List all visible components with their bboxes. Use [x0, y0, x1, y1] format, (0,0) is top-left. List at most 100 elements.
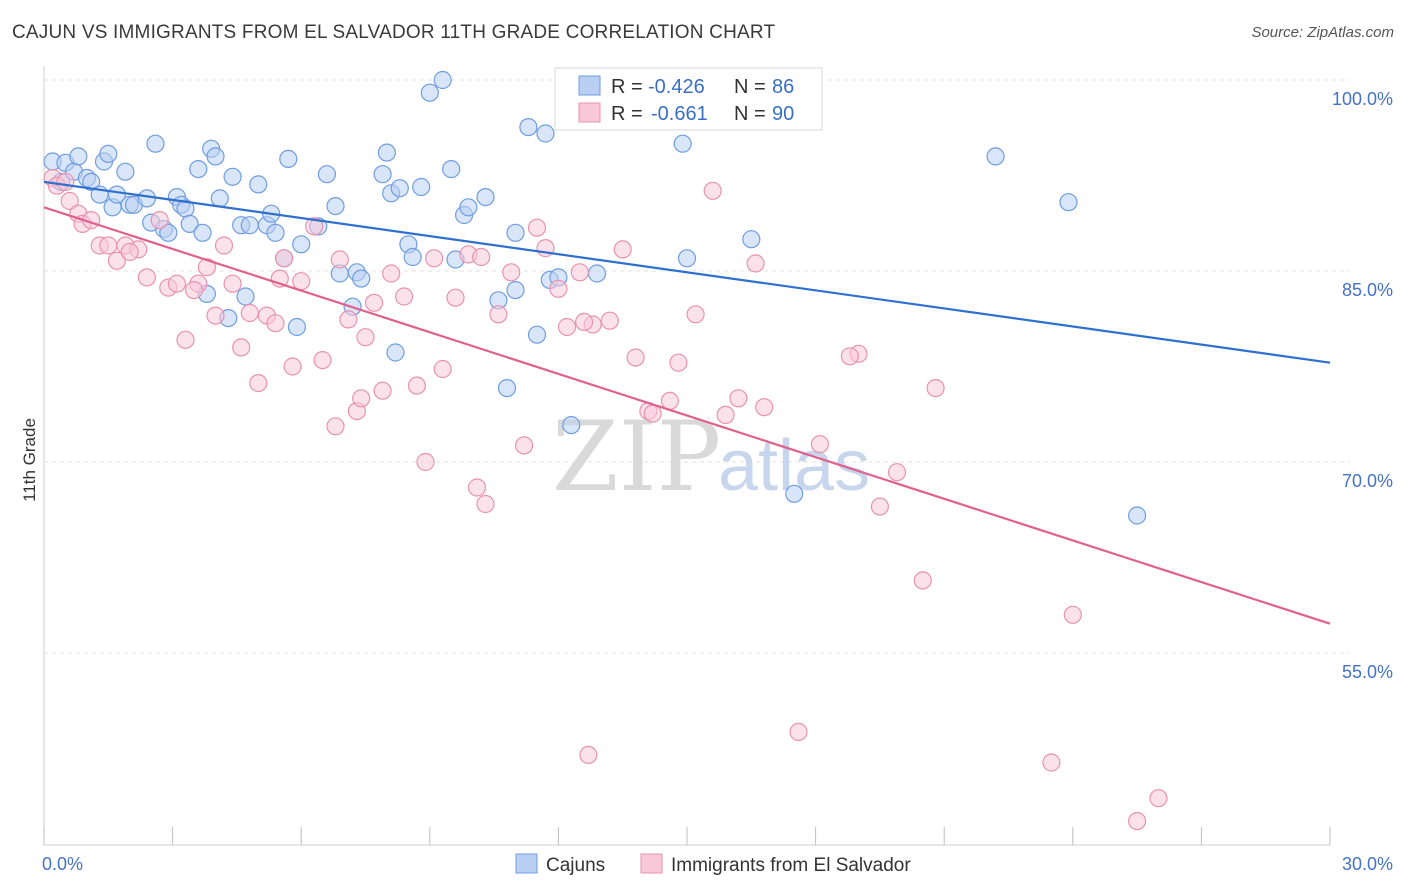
legend-r-label-2: R = [611, 103, 643, 125]
cajun-point [390, 179, 409, 198]
el-salvador-point [150, 211, 169, 230]
cajun-point [677, 249, 697, 268]
cajun-point [506, 223, 525, 242]
cajun-point [287, 317, 306, 337]
legend-n-label-2: N = [734, 103, 766, 125]
cajun-point [266, 223, 285, 242]
el-salvador-point [167, 274, 186, 293]
y-tick-label: 85.0% [1342, 280, 1393, 300]
el-salvador-point [686, 305, 705, 324]
el-salvador-point [1149, 789, 1168, 808]
el-salvador-point [184, 281, 204, 300]
el-salvador-point [223, 274, 242, 293]
cajun-point [536, 124, 555, 143]
cajun-point [587, 264, 607, 283]
el-salvador-trend-line [43, 206, 1331, 625]
el-salvador-point [643, 404, 662, 423]
el-salvador-point [926, 379, 945, 398]
el-salvador-point [283, 357, 302, 376]
cajun-point [373, 165, 392, 184]
el-salvador-point [613, 240, 632, 259]
legend-n-value-1: 86 [772, 76, 794, 98]
el-salvador-point [232, 338, 251, 357]
cajun-point [210, 189, 229, 208]
series-legend-swatch-el-salvador [640, 853, 663, 874]
cajun-point [206, 147, 225, 166]
el-salvador-point [373, 381, 392, 400]
el-salvador-point [176, 330, 195, 349]
cajun-point [412, 177, 431, 197]
cajun-point [326, 197, 345, 216]
el-salvador-point [326, 417, 345, 436]
cajun-trend-line [43, 180, 1331, 364]
cajun-point [497, 379, 517, 398]
el-salvador-point [305, 217, 324, 236]
legend-r-value-2: -0.661 [651, 103, 708, 125]
el-salvador-point [137, 268, 156, 287]
cajun-point [137, 189, 156, 208]
el-salvador-point [626, 348, 645, 367]
cajun-point [403, 247, 422, 267]
el-salvador-point [789, 722, 808, 742]
el-salvador-point [703, 181, 722, 200]
el-salvador-point [467, 478, 487, 497]
cajun-point [673, 134, 692, 153]
el-salvador-point [446, 288, 465, 307]
series-legend: Cajuns Immigrants from El Salvador [515, 853, 911, 876]
source-label: Source: ZipAtlas.com [1251, 24, 1394, 41]
watermark-zip: ZIP [552, 401, 721, 513]
axes [43, 66, 1331, 846]
el-salvador-point [352, 389, 371, 408]
cajun-point [506, 281, 525, 300]
cajun-point [240, 216, 259, 235]
y-tick-label: 55.0% [1342, 662, 1393, 682]
el-salvador-point [514, 436, 534, 455]
el-salvador-point [56, 172, 75, 191]
el-salvador-point [669, 353, 688, 372]
cajun-point [386, 343, 405, 362]
cajun-point [69, 147, 88, 166]
el-salvador-point [887, 463, 907, 482]
el-salvador-point [107, 251, 127, 270]
el-salvador-point [574, 312, 594, 331]
el-salvador-point [395, 287, 414, 306]
cajun-point [377, 143, 396, 162]
el-salvador-point [249, 374, 268, 393]
el-salvador-point [913, 571, 932, 590]
cajun-point [223, 167, 242, 186]
el-salvador-point [416, 452, 435, 472]
legend-swatch-cajuns [578, 75, 601, 96]
cajun-point [476, 188, 495, 207]
cajun-point [146, 134, 165, 153]
el-salvador-point [489, 305, 508, 324]
cajun-point [442, 160, 461, 179]
cajun-point [742, 230, 761, 249]
el-salvador-point [755, 398, 774, 417]
x-tick-label: 30.0% [1342, 854, 1393, 874]
cajun-point [1059, 193, 1078, 212]
cajun-point [459, 198, 478, 217]
el-salvador-point [330, 250, 349, 269]
cajun-point [527, 325, 547, 344]
y-tick-label: 70.0% [1342, 471, 1393, 491]
el-salvador-point [570, 263, 589, 282]
el-salvador-point [292, 272, 311, 291]
el-salvador-point [502, 263, 521, 282]
el-salvador-point [660, 391, 680, 410]
cajun-point [193, 223, 212, 242]
el-salvador-point [356, 328, 375, 347]
el-salvador-point [716, 405, 735, 424]
el-salvador-point [206, 306, 225, 325]
el-salvador-point [527, 218, 547, 237]
cajun-point [433, 70, 452, 90]
el-salvador-point [99, 236, 118, 255]
el-salvador-point [425, 249, 444, 268]
el-salvador-point [600, 311, 619, 330]
cajun-point [107, 185, 127, 204]
el-salvador-point [339, 310, 358, 329]
el-salvador-point [266, 314, 285, 333]
el-salvador-point [240, 303, 259, 323]
cajun-point [279, 149, 298, 168]
cajun-point [180, 214, 199, 233]
